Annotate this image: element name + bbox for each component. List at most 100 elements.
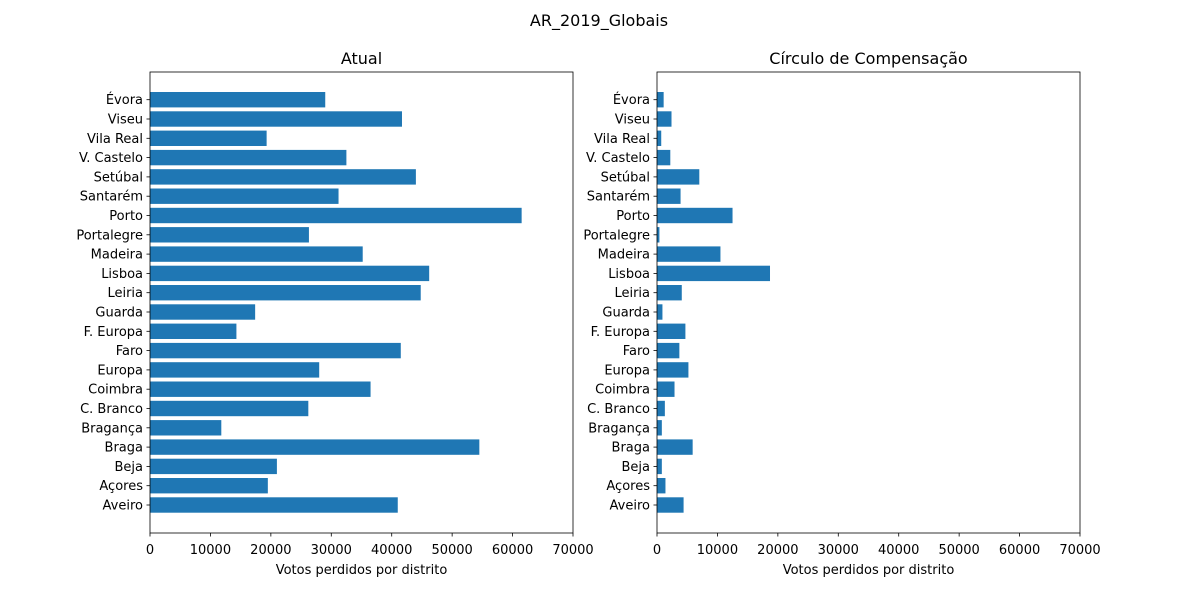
x-tick-label: 30000 — [818, 543, 859, 558]
bar-atual — [150, 149, 347, 166]
y-tick-label: Leiria — [107, 286, 143, 301]
bar-atual — [150, 169, 416, 185]
y-tick-label: Coimbra — [88, 383, 143, 398]
chart-title: Atual — [341, 49, 382, 68]
axes-frame — [656, 71, 1081, 534]
y-tick-label: Beja — [622, 460, 651, 475]
x-tick-label: 0 — [146, 543, 154, 558]
y-tick-label: V. Castelo — [586, 151, 650, 166]
x-tick-label: 20000 — [250, 543, 291, 558]
y-tick-label: Bragança — [81, 421, 143, 436]
bar-compensacao — [657, 285, 682, 301]
y-tick-label: Bragança — [588, 421, 650, 436]
y-tick-label: Leiria — [614, 286, 650, 301]
bar-atual — [150, 497, 398, 513]
y-tick-label: Vila Real — [594, 132, 650, 147]
bar-compensacao — [657, 400, 665, 417]
bar-atual — [150, 285, 421, 301]
x-tick-label: 50000 — [431, 543, 472, 558]
bar-compensacao — [657, 458, 662, 475]
bar-atual — [150, 420, 222, 436]
y-tick-label: Açores — [606, 479, 650, 494]
x-axis-label: Votos perdidos por distrito — [783, 563, 955, 578]
y-tick-label: Santarém — [80, 190, 143, 205]
bar-atual — [150, 323, 237, 339]
bar-atual — [150, 400, 309, 417]
y-tick-label: C. Branco — [587, 402, 650, 417]
y-tick-label: Aveiro — [103, 499, 143, 514]
y-tick-label: Lisboa — [608, 267, 650, 282]
y-tick-label: Setúbal — [601, 170, 650, 185]
y-tick-label: C. Branco — [80, 402, 143, 417]
y-tick-label: Faro — [116, 344, 143, 359]
x-tick-label: 10000 — [190, 543, 231, 558]
axes-frame — [149, 71, 574, 534]
bar-atual — [150, 188, 339, 204]
bar-compensacao — [657, 381, 675, 397]
bar-compensacao — [657, 227, 660, 243]
y-tick-label: Madeira — [91, 248, 143, 263]
bar-compensacao — [657, 265, 771, 282]
bar-atual — [150, 342, 401, 359]
bar-atual — [150, 92, 326, 108]
bar-atual — [150, 458, 277, 475]
x-tick-label: 30000 — [311, 543, 352, 558]
bar-atual — [150, 304, 256, 320]
y-tick-label: Porto — [109, 209, 143, 224]
bar-atual — [150, 381, 371, 397]
bar-atual — [150, 227, 309, 243]
y-tick-label: Coimbra — [595, 383, 650, 398]
y-tick-label: Beja — [115, 460, 144, 475]
bar-atual — [150, 111, 402, 127]
y-tick-label: Guarda — [602, 306, 650, 321]
bar-atual — [150, 130, 267, 146]
y-tick-label: Madeira — [598, 248, 650, 263]
bar-compensacao — [657, 304, 663, 320]
x-tick-label: 70000 — [552, 543, 593, 558]
bar-compensacao — [657, 439, 693, 455]
y-tick-label: Vila Real — [87, 132, 143, 147]
bar-compensacao — [657, 207, 733, 224]
bar-compensacao — [657, 188, 681, 204]
y-tick-label: Évora — [106, 92, 143, 108]
x-tick-label: 10000 — [697, 543, 738, 558]
y-tick-label: Santarém — [587, 190, 650, 205]
x-tick-label: 50000 — [938, 543, 979, 558]
y-tick-label: Açores — [99, 479, 143, 494]
x-tick-label: 40000 — [878, 543, 919, 558]
y-tick-label: Évora — [613, 92, 650, 108]
bar-compensacao — [657, 130, 662, 146]
bar-compensacao — [657, 497, 684, 513]
y-tick-label: Portalegre — [76, 228, 143, 243]
chart-title: Círculo de Compensação — [769, 49, 967, 68]
y-tick-label: Europa — [97, 363, 143, 378]
x-tick-label: 20000 — [757, 543, 798, 558]
y-tick-label: Aveiro — [610, 499, 650, 514]
y-tick-label: Viseu — [615, 113, 650, 128]
y-tick-label: Braga — [612, 441, 650, 456]
x-tick-label: 40000 — [371, 543, 412, 558]
y-tick-label: V. Castelo — [79, 151, 143, 166]
y-tick-label: Faro — [623, 344, 650, 359]
y-tick-label: Setúbal — [94, 170, 143, 185]
x-tick-label: 0 — [653, 543, 661, 558]
x-tick-label: 60000 — [999, 543, 1040, 558]
bar-atual — [150, 439, 480, 455]
x-axis-label: Votos perdidos por distrito — [276, 563, 448, 578]
bar-compensacao — [657, 149, 671, 166]
bar-compensacao — [657, 92, 664, 108]
y-tick-label: Porto — [616, 209, 650, 224]
y-tick-label: Viseu — [108, 113, 143, 128]
y-tick-label: Europa — [604, 363, 650, 378]
y-tick-label: F. Europa — [591, 325, 650, 340]
bar-compensacao — [657, 478, 666, 494]
bar-compensacao — [657, 246, 721, 262]
bar-atual — [150, 246, 363, 262]
bar-compensacao — [657, 169, 700, 185]
bar-compensacao — [657, 342, 680, 359]
y-tick-label: Braga — [105, 441, 143, 456]
bar-compensacao — [657, 323, 686, 339]
figure-title: AR_2019_Globais — [530, 11, 668, 31]
y-tick-label: Lisboa — [101, 267, 143, 282]
bar-atual — [150, 478, 268, 494]
